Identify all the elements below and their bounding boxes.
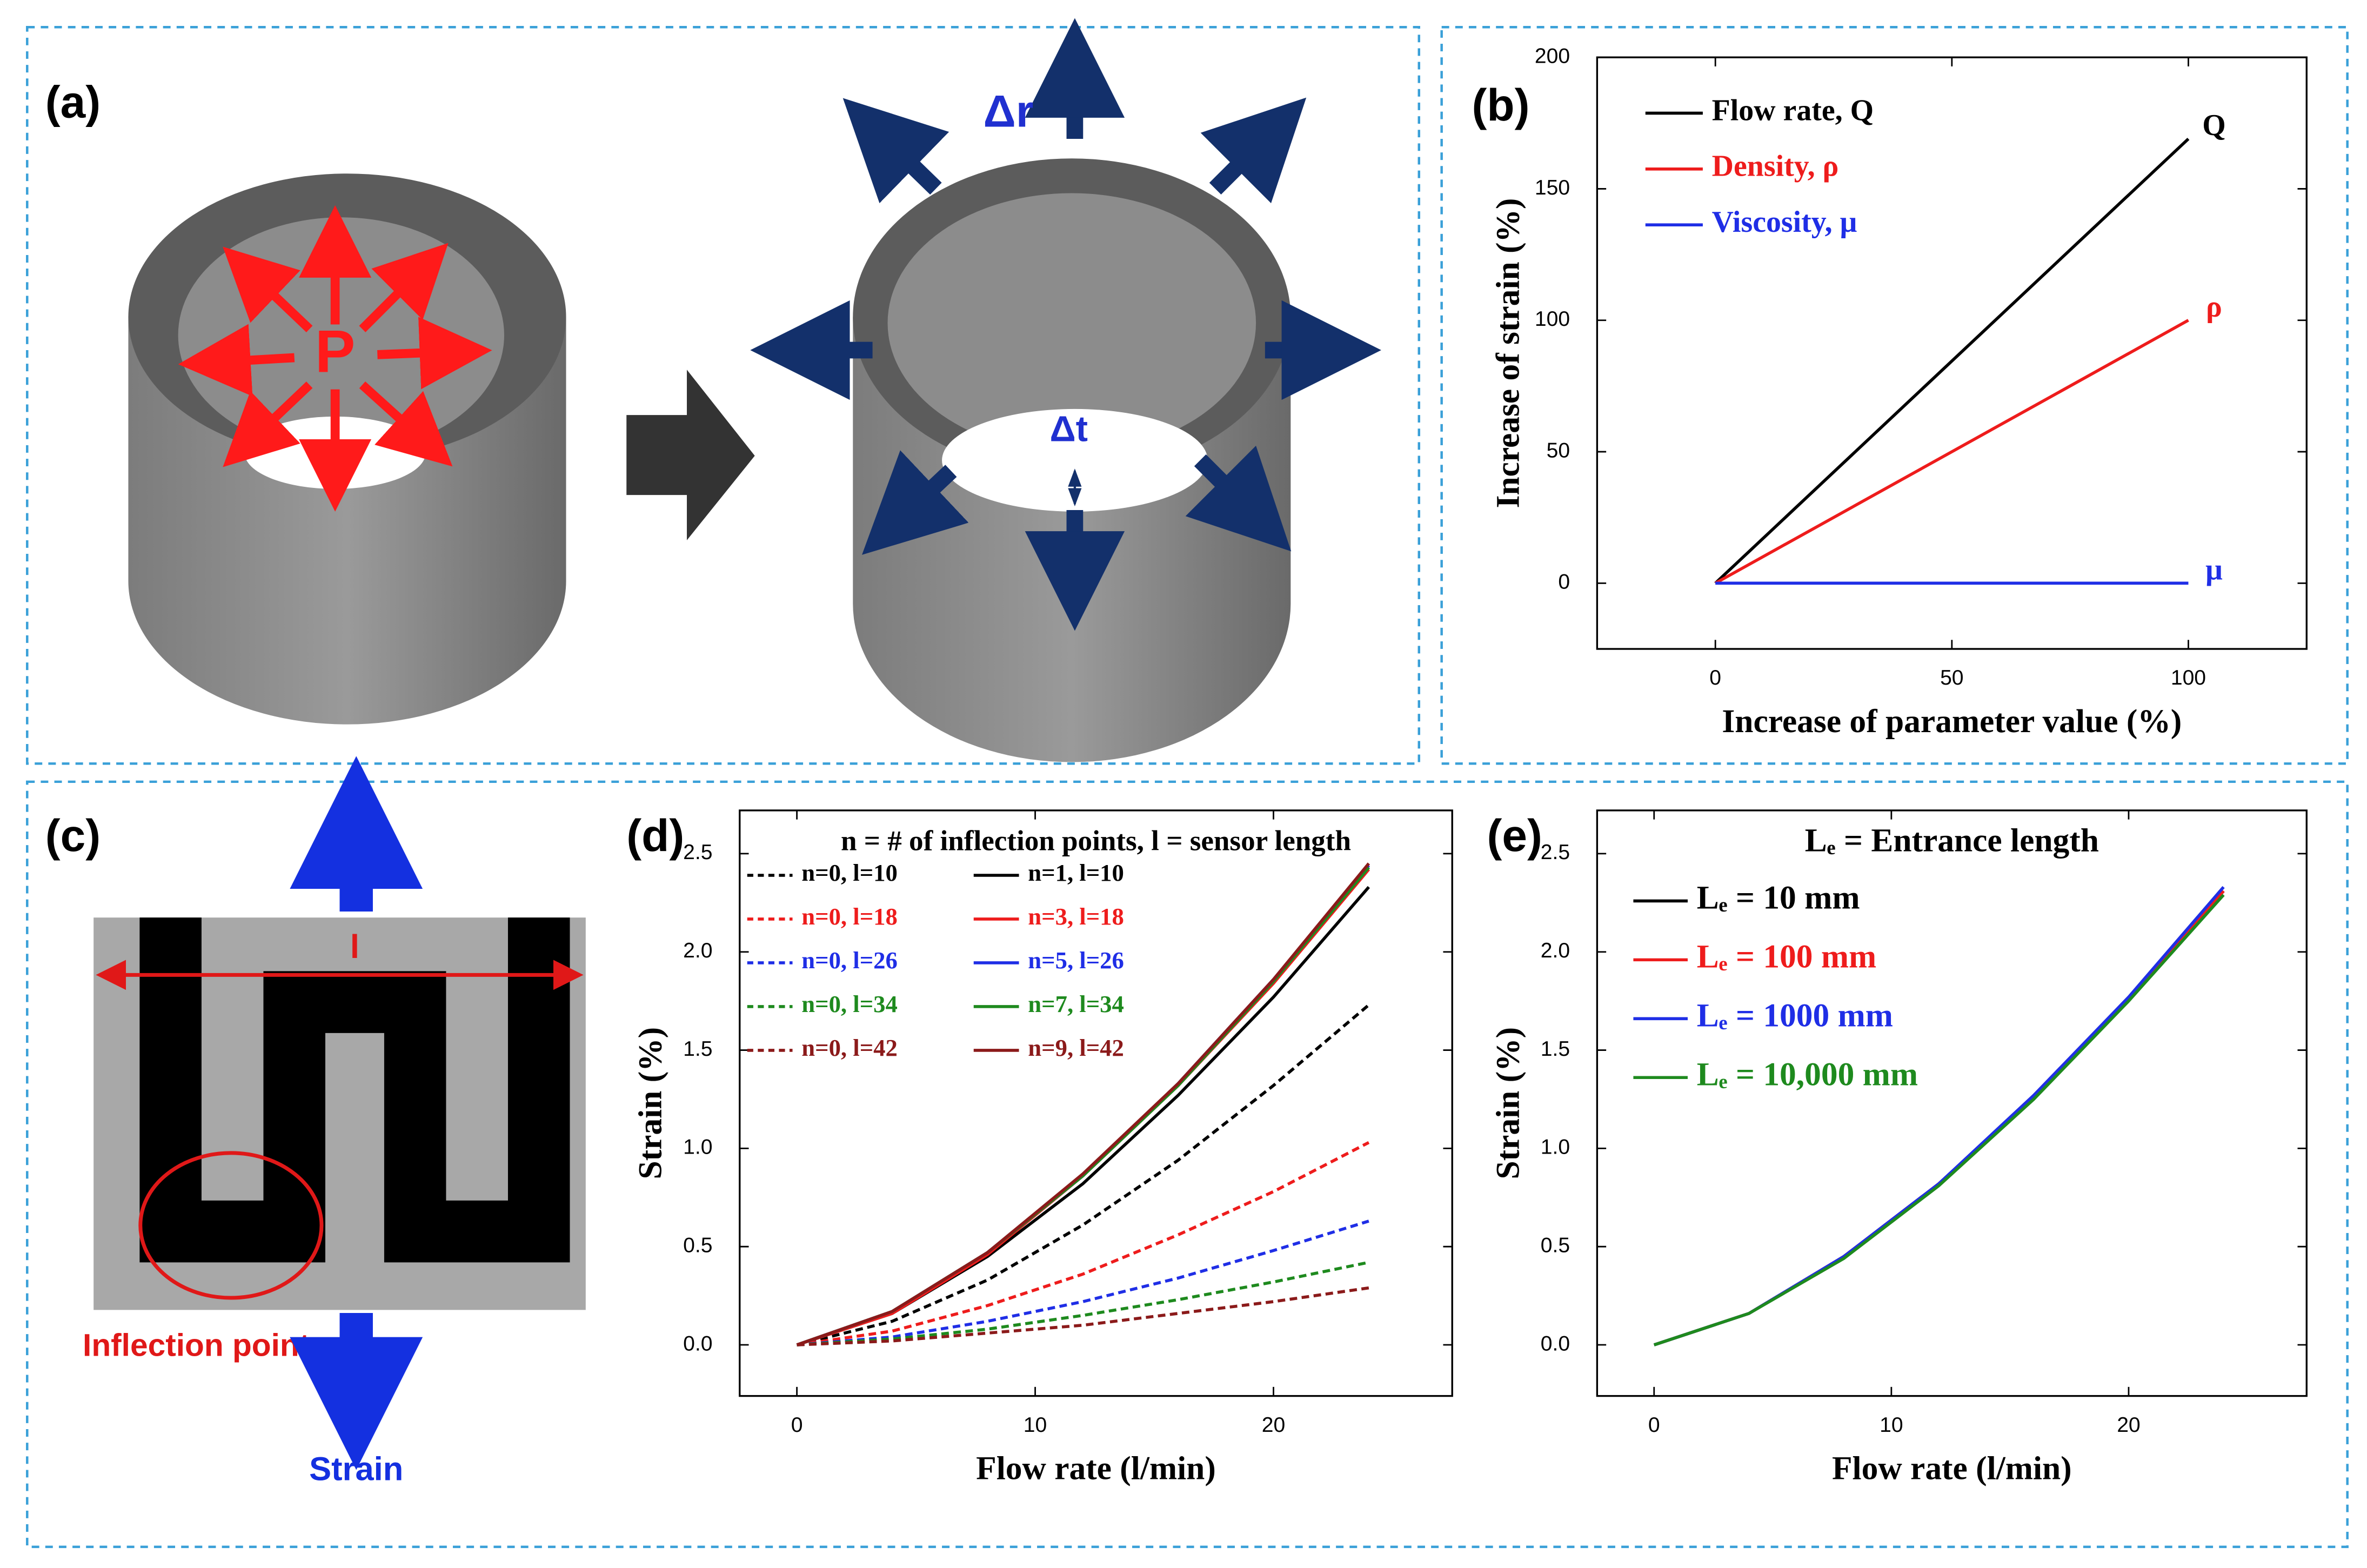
legend-label: Flow rate, Q bbox=[1712, 93, 1874, 127]
tube-inner bbox=[887, 193, 1256, 453]
y-tick-label: 150 bbox=[1535, 176, 1570, 199]
series-line bbox=[1653, 894, 2225, 1346]
end-label: Q bbox=[2202, 109, 2225, 142]
y-tick-label: 0.0 bbox=[1541, 1332, 1570, 1355]
chart-title: n = # of inflection points, l = sensor l… bbox=[841, 826, 1351, 857]
legend-label: n=9, l=42 bbox=[1028, 1034, 1124, 1061]
x-tick-label: 10 bbox=[1024, 1413, 1047, 1437]
y-tick-label: 1.0 bbox=[683, 1136, 712, 1159]
legend-label: n=5, l=26 bbox=[1028, 947, 1124, 974]
y-tick-label: 0.5 bbox=[683, 1234, 712, 1257]
panel-frame bbox=[1440, 26, 2349, 765]
y-tick-label: 0 bbox=[1558, 571, 1570, 594]
y-tick-label: 2.5 bbox=[683, 841, 712, 864]
series-line bbox=[797, 1219, 1369, 1346]
series-line bbox=[1714, 319, 2189, 585]
panel-label: (a) bbox=[45, 77, 101, 128]
end-label: μ bbox=[2205, 553, 2223, 587]
x-axis-title: Flow rate (l/min) bbox=[1832, 1450, 2072, 1486]
chart-title: Lₑ = Entrance length bbox=[1805, 822, 2099, 859]
length-label: l bbox=[350, 928, 359, 966]
y-tick-label: 2.0 bbox=[1541, 939, 1570, 962]
y-tick-label: 1.5 bbox=[683, 1037, 712, 1061]
panel-label: (b) bbox=[1472, 79, 1530, 130]
y-tick-label: 1.0 bbox=[1541, 1136, 1570, 1159]
y-tick-label: 2.0 bbox=[683, 939, 712, 962]
legend-label: n=7, l=34 bbox=[1028, 990, 1124, 1017]
chart: 0 10 20 0.0 0.5 1.0 1.5 2.0 2.5 Flow rate (l/min)… bbox=[626, 809, 1453, 1486]
legend-label: n=0, l=42 bbox=[801, 1034, 898, 1061]
strain-label: Strain bbox=[309, 1450, 403, 1487]
y-tick-label: 0.0 bbox=[683, 1332, 712, 1355]
panel-label: (d) bbox=[626, 810, 684, 861]
legend-label: Lₑ = 1000 mm bbox=[1697, 997, 1893, 1034]
legend-label: Density, ρ bbox=[1712, 150, 1839, 183]
inflection-label: Inflection point bbox=[83, 1328, 310, 1363]
x-tick-label: 0 bbox=[1648, 1413, 1660, 1437]
legend-label: n=3, l=18 bbox=[1028, 903, 1124, 930]
x-tick-label: 0 bbox=[791, 1413, 803, 1437]
y-axis-title: Strain (%) bbox=[1489, 1027, 1526, 1180]
panel-frame bbox=[26, 26, 1420, 765]
y-axis-title: Increase of strain (%) bbox=[1489, 198, 1526, 508]
legend-label: n=0, l=26 bbox=[801, 947, 898, 974]
panel-label: (e) bbox=[1487, 810, 1542, 861]
y-tick-label: 200 bbox=[1535, 44, 1570, 68]
x-axis-title: Increase of parameter value (%) bbox=[1722, 703, 2182, 740]
pressure-label: P bbox=[315, 318, 356, 385]
legend-label: n=0, l=34 bbox=[801, 990, 898, 1017]
panel-frame bbox=[26, 780, 2349, 1549]
legend-label: n=0, l=18 bbox=[801, 903, 898, 930]
chart: 0 10 20 0.0 0.5 1.0 1.5 2.0 2.5 Flow rate (l/min)… bbox=[1487, 809, 2308, 1486]
x-tick-label: 10 bbox=[1880, 1413, 1903, 1437]
x-tick-label: 0 bbox=[1709, 666, 1721, 689]
panel-c: (c) l Inflection point Strain bbox=[45, 756, 586, 1487]
legend-label: Lₑ = 10 mm bbox=[1697, 880, 1860, 916]
y-tick-label: 1.5 bbox=[1541, 1037, 1570, 1061]
chart: 0 50 100 0 50 100 150 200 Increase of parameter … bbox=[1472, 44, 2308, 740]
x-tick-label: 50 bbox=[1940, 666, 1963, 689]
legend-label: n=0, l=10 bbox=[801, 859, 898, 886]
legend-label: n=1, l=10 bbox=[1028, 859, 1124, 886]
series-line bbox=[796, 1003, 1370, 1346]
legend-label: Lₑ = 100 mm bbox=[1697, 939, 1877, 975]
plot-frame bbox=[1596, 809, 2308, 1397]
delta-r-label: Δr bbox=[984, 85, 1034, 136]
panel-a: (a) P Δr Δt bbox=[45, 18, 1381, 762]
expansion-arrows bbox=[750, 18, 1381, 631]
delta-t-label: Δt bbox=[1049, 409, 1087, 450]
x-tick-label: 100 bbox=[2171, 666, 2206, 689]
x-tick-label: 20 bbox=[2117, 1413, 2140, 1437]
legend-label: Viscosity, μ bbox=[1712, 205, 1857, 239]
y-tick-label: 2.5 bbox=[1541, 841, 1570, 864]
pressure-arrows bbox=[178, 205, 492, 512]
y-tick-label: 0.5 bbox=[1541, 1234, 1570, 1257]
series-line bbox=[796, 862, 1370, 1346]
y-tick-label: 50 bbox=[1547, 439, 1570, 462]
legend-label: Lₑ = 10,000 mm bbox=[1697, 1056, 1918, 1093]
transition-arrow bbox=[626, 370, 755, 540]
end-label: ρ bbox=[2206, 290, 2222, 324]
series-line bbox=[1714, 137, 2190, 585]
tube-hole bbox=[942, 408, 1208, 512]
x-tick-label: 20 bbox=[1262, 1413, 1285, 1437]
sensor-trace bbox=[139, 917, 570, 1263]
plot-frame bbox=[739, 809, 1453, 1397]
y-axis-title: Strain (%) bbox=[632, 1027, 669, 1180]
series-line bbox=[797, 1141, 1370, 1346]
inflection-circle bbox=[138, 1151, 324, 1300]
x-axis-title: Flow rate (l/min) bbox=[976, 1450, 1216, 1486]
y-tick-label: 100 bbox=[1535, 307, 1570, 331]
panel-label: (c) bbox=[45, 810, 101, 861]
